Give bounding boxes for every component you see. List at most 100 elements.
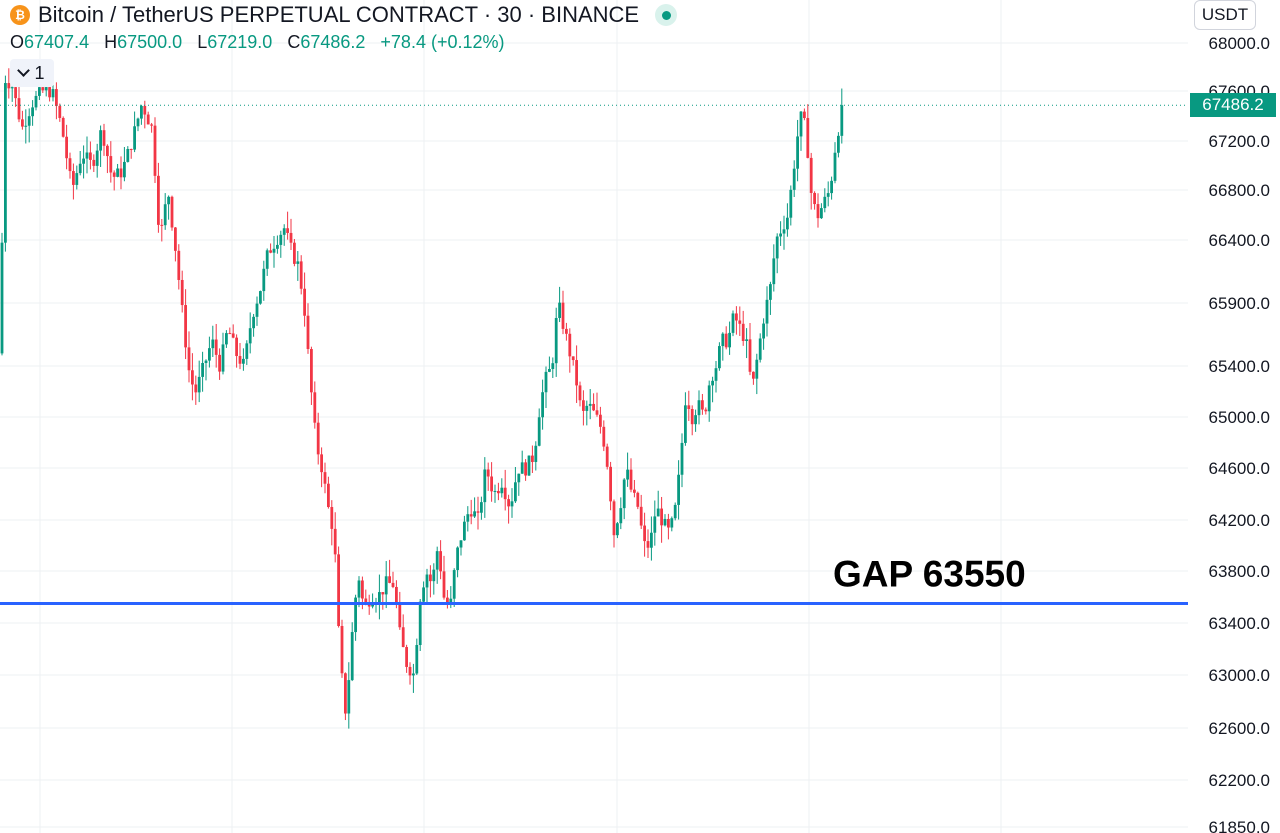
y-tick-label: 66800.0 [1209, 181, 1270, 200]
candle-body [197, 376, 201, 393]
candle-body [605, 446, 609, 467]
candle-body [636, 492, 640, 507]
candle-body [779, 233, 782, 237]
candle-body [201, 363, 204, 377]
candle-body [422, 587, 425, 602]
candle-body [395, 586, 398, 603]
candle-body [289, 232, 293, 243]
candle-body [75, 173, 79, 185]
close-value: 67486.2 [300, 32, 366, 52]
candle-body [663, 518, 667, 526]
candle-body [150, 124, 153, 126]
candle-body [282, 228, 286, 235]
candle-body [731, 313, 735, 333]
candle-body [704, 409, 708, 412]
market-status-icon[interactable] [655, 4, 678, 26]
candle-body [174, 227, 177, 251]
candle-body [755, 359, 759, 379]
y-tick-label: 64200.0 [1209, 511, 1270, 530]
candle-body [4, 83, 7, 243]
candle-body [17, 98, 21, 120]
ohlc-legend: O67407.4 H67500.0 L67219.0 C67486.2 +78.… [10, 32, 505, 53]
candle-body [711, 380, 714, 386]
candle-body [143, 105, 147, 115]
candle-body [371, 604, 374, 607]
candle-body [595, 410, 599, 415]
candle-body [578, 385, 582, 401]
candle-body [707, 385, 711, 412]
candle-body [388, 576, 391, 583]
candle-body [10, 87, 14, 89]
candle-body [568, 333, 572, 357]
gap-annotation[interactable]: GAP 63550 [833, 554, 1026, 595]
candle-body [769, 284, 772, 300]
candle-body [14, 87, 17, 99]
candle-body [592, 403, 595, 411]
candle-body [82, 158, 85, 164]
candle-body [728, 332, 731, 348]
candle-body [752, 371, 755, 379]
close-label: C [287, 32, 301, 52]
candle-body [456, 547, 459, 571]
candle-body [31, 107, 34, 117]
candle-body [820, 208, 823, 219]
candle-body [612, 501, 616, 536]
symbol-header: ₿ Bitcoin / TetherUS PERPETUAL CONTRACT … [10, 2, 678, 28]
candle-body [480, 502, 483, 513]
currency-selector[interactable]: USDT [1194, 0, 1256, 30]
candle-body [357, 580, 361, 598]
indicators-toggle-button[interactable]: 1 [10, 59, 54, 87]
candle-body [361, 580, 364, 599]
candle-body [85, 152, 89, 159]
candle-body [157, 175, 160, 225]
y-tick-label: 65000.0 [1209, 408, 1270, 427]
candle-body [286, 228, 289, 233]
y-tick-label: 62600.0 [1209, 719, 1270, 738]
candle-body [95, 150, 99, 166]
y-tick-label: 65400.0 [1209, 357, 1270, 376]
candle-body [316, 422, 320, 455]
y-tick-label: 63000.0 [1209, 666, 1270, 685]
candle-body [65, 136, 68, 159]
candle-body [619, 508, 623, 524]
symbol-title[interactable]: Bitcoin / TetherUS PERPETUAL CONTRACT · … [38, 2, 640, 27]
candle-body [429, 574, 432, 582]
high-value: 67500.0 [117, 32, 183, 52]
candle-body [269, 250, 272, 253]
candle-body [68, 158, 72, 172]
candle-body [228, 333, 232, 335]
price-axis[interactable]: 68000.067600.067200.066800.066400.065900… [1209, 34, 1270, 833]
candle-body [442, 571, 446, 598]
candle-body [378, 592, 381, 604]
candle-body [650, 532, 653, 548]
candle-body [418, 601, 422, 646]
candle-body [106, 145, 109, 157]
candle-body [194, 384, 198, 393]
candle-body [551, 363, 555, 369]
candle-body [554, 317, 558, 364]
candle-body [517, 473, 521, 483]
candle-body [537, 417, 541, 446]
candle-body [687, 405, 691, 410]
candles-layer [0, 68, 844, 729]
candle-body [697, 400, 701, 416]
candle-body [582, 400, 585, 411]
candle-body [837, 135, 840, 153]
candle-body [24, 125, 28, 127]
candle-body [490, 476, 493, 492]
candle-body [803, 111, 806, 119]
candle-body [51, 89, 55, 98]
candle-body [473, 511, 476, 517]
candle-body [701, 400, 704, 410]
y-tick-label: 63400.0 [1209, 614, 1270, 633]
candle-body [735, 313, 738, 321]
candle-body [340, 625, 344, 674]
candle-body [238, 356, 242, 364]
y-tick-label: 66400.0 [1209, 231, 1270, 250]
candle-body [306, 315, 310, 350]
candle-body [116, 168, 119, 177]
candle-body [718, 346, 721, 369]
candle-body [724, 333, 728, 348]
candle-body [231, 333, 235, 338]
